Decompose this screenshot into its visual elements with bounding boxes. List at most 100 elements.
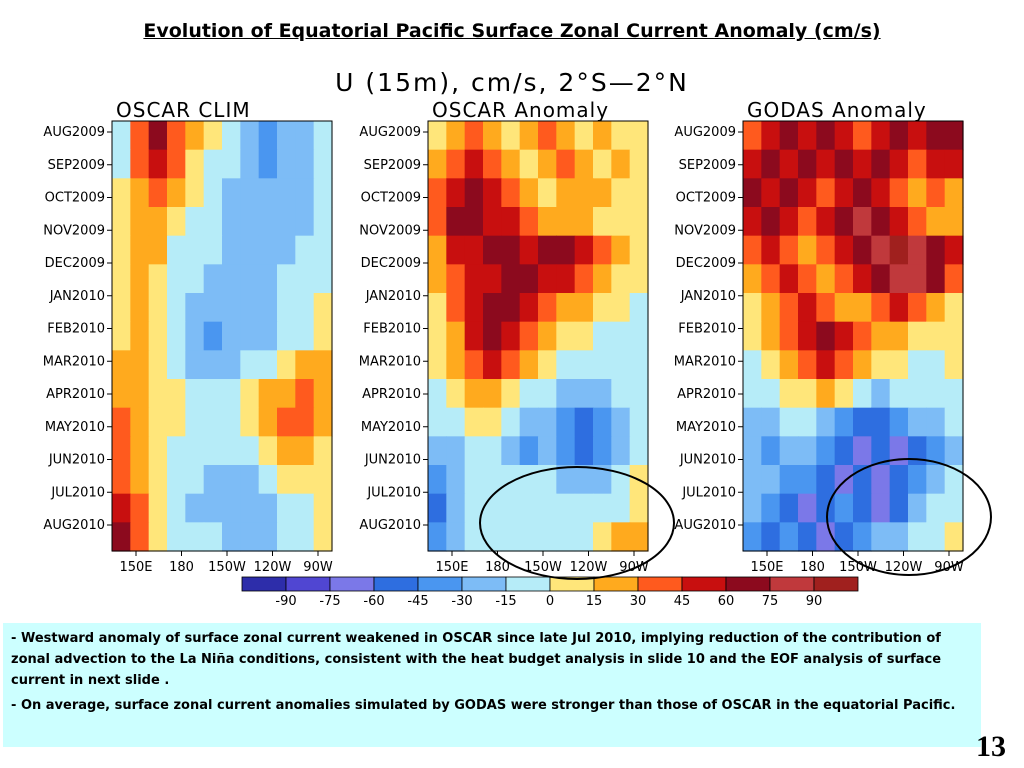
panel-oscar-clim-cell [295,264,315,294]
panel-godas-anomaly-cell [889,379,909,409]
panel-godas-anomaly-cell [908,178,927,208]
panel-godas-anomaly-cell [779,522,799,552]
panel-oscar-anomaly-cell [501,178,521,208]
panel-oscar-anomaly-cell [629,121,649,151]
panel-godas-anomaly-cell [743,264,762,294]
panel-oscar-clim-cell [277,522,296,552]
panel-oscar-clim-cell [313,379,333,409]
panel-oscar-anomaly-cell [464,235,484,265]
panel-oscar-clim-cell [295,407,315,437]
panel-oscar-clim-cell [185,379,205,409]
colorbar-swatch [417,576,463,592]
panel-oscar-clim-ytick-label: OCT2009 [45,191,105,206]
panel-godas-anomaly-cell [743,407,762,437]
panel-oscar-clim-ytick-label: DEC2009 [45,256,105,271]
panel-oscar-anomaly-cell [538,379,557,409]
colorbar-swatch [681,576,727,592]
panel-oscar-clim-cell [167,235,186,265]
panel-godas-anomaly-cell [944,149,964,179]
panel-oscar-anomaly-cell [446,121,466,151]
panel-oscar-clim-cell [203,264,223,294]
panel-godas-anomaly-cell [871,522,891,552]
panel-oscar-clim-ytick-label: MAY2010 [45,420,105,435]
panel-oscar-anomaly-cell [574,207,594,237]
panel-godas-anomaly-cell [761,207,781,237]
panel-godas-anomaly-cell [743,121,762,151]
panel-oscar-clim-cell [258,321,278,351]
panel-oscar-anomaly-cell [428,407,447,437]
panel-oscar-anomaly-cell [611,207,631,237]
panel-godas-anomaly-cell [761,235,781,265]
panel-oscar-anomaly-cell [519,321,539,351]
panel-oscar-anomaly-ytick-label: JUN2010 [364,453,421,468]
panel-oscar-clim-cell [112,350,131,380]
panel-oscar-anomaly-cell [446,207,466,237]
panel-godas-anomaly-cell [926,493,946,523]
panel-oscar-clim-cell [112,379,131,409]
panel-godas-anomaly-cell [743,321,762,351]
panel-oscar-clim-cell [258,379,278,409]
panel-oscar-anomaly-cell [519,522,539,552]
panel-godas-anomaly-cell [761,436,781,466]
panel-oscar-anomaly-cell [629,379,649,409]
panel-oscar-clim-cell [222,493,241,523]
panel-oscar-anomaly-cell [446,493,466,523]
panel-oscar-clim-cell [313,407,333,437]
panel-godas-anomaly-cell [761,321,781,351]
panel-godas-anomaly-cell [816,121,836,151]
panel-oscar-clim-cell [240,436,260,466]
panel-oscar-anomaly-cell [538,178,557,208]
panel-oscar-anomaly-cell [574,407,594,437]
panel-oscar-anomaly-cell [519,293,539,323]
panel-oscar-clim-cell [222,149,241,179]
panel-oscar-clim-cell [277,235,296,265]
panel-godas-anomaly-cell [798,522,817,552]
panel-oscar-clim-cell [258,465,278,495]
panel-oscar-anomaly-cell [483,321,502,351]
panel-oscar-anomaly-cell [629,149,649,179]
panel-oscar-anomaly-cell [556,321,576,351]
panel-godas-anomaly-cell [944,207,964,237]
panel-oscar-anomaly-ytick-label: NOV2009 [359,223,421,238]
panel-oscar-clim-cell [277,465,296,495]
panel-godas-anomaly-cell [761,493,781,523]
panel-oscar-clim-cell [313,350,333,380]
panel-oscar-anomaly-cell [593,321,612,351]
panel-oscar-clim-cell [295,178,315,208]
panel-oscar-clim-cell [258,264,278,294]
panel-oscar-clim-cell [185,436,205,466]
panel-oscar-anomaly-cell [446,235,466,265]
panel-oscar-anomaly-cell [428,178,447,208]
panel-oscar-anomaly-cell [483,493,502,523]
panel-godas-anomaly-cell [779,350,799,380]
panel-oscar-anomaly-cell [538,149,557,179]
panel-oscar-clim-cell [148,235,168,265]
panel-oscar-clim-cell [240,522,260,552]
panel-oscar-clim-xtick-label: 120W [254,560,292,575]
colorbar-label: -75 [319,594,340,609]
panel-godas-anomaly-cell [908,264,927,294]
panel-oscar-anomaly-cell [483,293,502,323]
panel-oscar-clim-cell [240,178,260,208]
panel-oscar-clim-cell [313,436,333,466]
panel-oscar-clim-cell [295,207,315,237]
panel-oscar-anomaly-cell [446,407,466,437]
panel-oscar-anomaly-cell [611,235,631,265]
panel-oscar-clim-cell [185,493,205,523]
panel-oscar-anomaly-ytick-label: MAY2010 [361,420,421,435]
panel-oscar-anomaly-cell [519,178,539,208]
panel-oscar-clim-cell [258,522,278,552]
panel-oscar-clim-cell [112,321,131,351]
panel-oscar-anomaly-cell [574,235,594,265]
panel-oscar-anomaly-cell [428,264,447,294]
panel-oscar-anomaly-cell [538,465,557,495]
panel-oscar-clim-cell [112,436,131,466]
panel-oscar-anomaly-cell [446,264,466,294]
colorbar-swatch [593,576,639,592]
panel-godas-anomaly-cell [834,407,854,437]
panel-godas-anomaly-cell [798,379,817,409]
colorbar-label: 90 [806,594,823,609]
panel-godas-anomaly-cell [834,493,854,523]
panel-oscar-clim-cell [148,149,168,179]
panel-oscar-clim-cell [313,178,333,208]
